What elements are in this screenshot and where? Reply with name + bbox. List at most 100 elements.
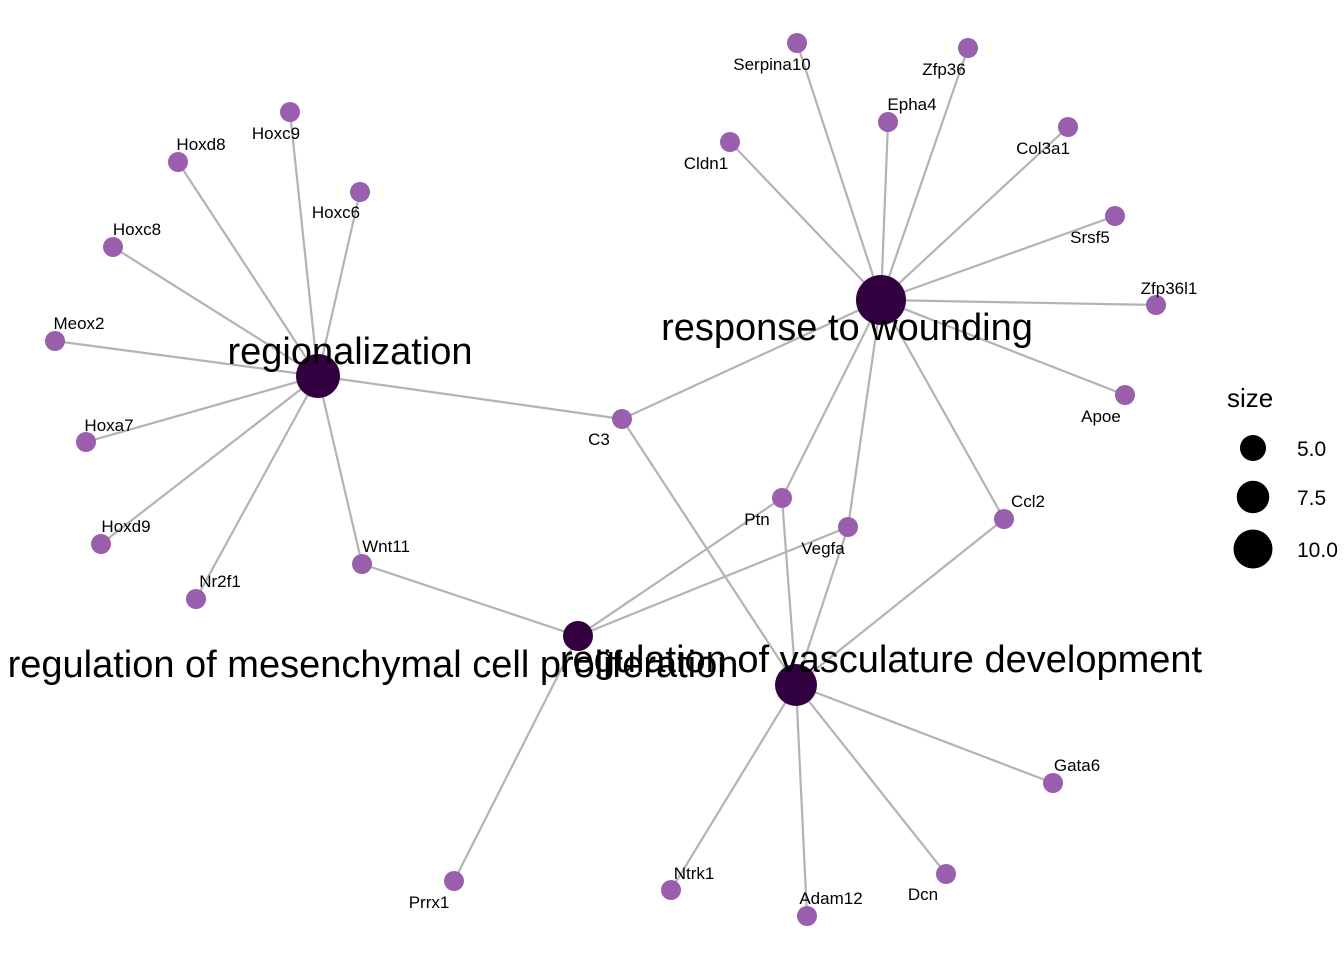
gene-node-hoxd8: [168, 152, 188, 172]
edge-region-hoxc8: [112, 246, 319, 377]
edge-wound-apoe: [880, 298, 1126, 397]
gene-node-serpina10: [787, 33, 807, 53]
edge-mesen-wnt11: [361, 562, 579, 638]
gene-label-ntrk1: Ntrk1: [674, 864, 715, 883]
gene-label-hoxc8: Hoxc8: [113, 220, 161, 239]
gene-node-apoe: [1115, 385, 1135, 405]
edge-wound-zfp36l1: [880, 298, 1157, 307]
size-legend: size 5.0 7.5 10.0: [1227, 383, 1338, 569]
legend-label-10-0: 10.0: [1297, 539, 1338, 562]
gene-label-ptn: Ptn: [744, 510, 770, 529]
gene-node-srsf5: [1105, 206, 1125, 226]
legend-label-5-0: 5.0: [1297, 438, 1326, 461]
gene-label-dcn: Dcn: [908, 885, 938, 904]
gene-label-meox2: Meox2: [53, 314, 104, 333]
gene-label-cldn1: Cldn1: [684, 154, 728, 173]
gene-label-hoxc6: Hoxc6: [312, 203, 360, 222]
gene-label-zfp36l1: Zfp36l1: [1141, 279, 1198, 298]
term-label-mesen: regulation of mesenchymal cell prolifera…: [8, 644, 739, 686]
legend-title: size: [1227, 383, 1273, 413]
gene-node-zfp36l1: [1146, 295, 1166, 315]
edge-region-hoxd8: [177, 161, 319, 377]
edge-wound-cldn1: [729, 141, 882, 301]
gene-label-gata6: Gata6: [1054, 756, 1100, 775]
gene-label-serpina10: Serpina10: [733, 55, 811, 74]
gene-label-prrx1: Prrx1: [409, 893, 450, 912]
edge-mesen-ptn: [577, 497, 783, 637]
edge-vasc-vegfa: [794, 526, 850, 686]
edge-wound-vegfa: [846, 299, 883, 528]
edge-region-hoxd9: [100, 375, 319, 545]
edge-vasc-ccl2: [795, 518, 1005, 686]
gene-label-hoxc9: Hoxc9: [252, 124, 300, 143]
legend-dot-7-5: [1236, 480, 1270, 514]
gene-node-prrx1: [444, 871, 464, 891]
gene-node-gata6: [1043, 773, 1063, 793]
gene-label-apoe: Apoe: [1081, 407, 1121, 426]
gene-label-srsf5: Srsf5: [1070, 228, 1110, 247]
edge-vasc-adam12: [794, 684, 809, 917]
gene-node-wnt11: [352, 554, 372, 574]
gene-label-nr2f1: Nr2f1: [199, 572, 241, 591]
legend-dot-10-0: [1233, 529, 1273, 569]
legend-dot-5-0: [1240, 435, 1266, 461]
gene-node-nr2f1: [186, 589, 206, 609]
gene-node-ptn: [772, 488, 792, 508]
edge-region-nr2f1: [195, 375, 319, 600]
gene-node-hoxd9: [91, 534, 111, 554]
edge-vasc-dcn: [795, 684, 947, 875]
edge-region-hoxc6: [316, 191, 362, 377]
edge-region-c3: [317, 374, 623, 421]
node-layer: [45, 33, 1166, 926]
gene-node-ccl2: [994, 509, 1014, 529]
gene-node-zfp36: [958, 38, 978, 58]
edge-wound-c3: [621, 299, 882, 420]
edge-mesen-prrx1: [453, 635, 579, 882]
gene-node-epha4: [878, 112, 898, 132]
edge-wound-srsf5: [880, 214, 1116, 302]
term-node-mesen: [563, 621, 593, 651]
edge-vasc-c3: [621, 418, 797, 686]
term-label-region: regionalization: [227, 331, 472, 373]
gene-label-c3: C3: [588, 430, 610, 449]
edge-wound-col3a1: [880, 126, 1069, 301]
gene-node-hoxc6: [350, 182, 370, 202]
edge-vasc-gata6: [795, 683, 1054, 785]
gene-node-hoxc9: [280, 102, 300, 122]
edge-wound-ptn: [781, 299, 882, 499]
gene-label-hoxa7: Hoxa7: [84, 416, 133, 435]
term-label-wound: response to wounding: [661, 307, 1033, 349]
gene-node-adam12: [797, 906, 817, 926]
edge-region-hoxc9: [288, 111, 320, 377]
legend-label-7-5: 7.5: [1297, 487, 1326, 510]
edge-vasc-ntrk1: [670, 684, 797, 891]
gene-label-hoxd9: Hoxd9: [101, 517, 150, 536]
gene-node-ntrk1: [661, 880, 681, 900]
edge-wound-ccl2: [880, 299, 1005, 520]
gene-node-dcn: [936, 864, 956, 884]
edge-wound-zfp36: [879, 47, 970, 301]
term-label-vasc: regulation of vasculature development: [560, 639, 1203, 681]
gene-label-hoxd8: Hoxd8: [176, 135, 225, 154]
edge-layer: [54, 42, 1157, 917]
term-node-region: [296, 354, 340, 398]
edge-region-hoxa7: [85, 374, 319, 444]
gene-label-ccl2: Ccl2: [1011, 492, 1045, 511]
term-node-wound: [856, 275, 906, 325]
gene-node-vegfa: [838, 517, 858, 537]
edge-mesen-vegfa: [577, 525, 849, 638]
edge-wound-epha4: [879, 121, 890, 301]
gene-node-c3: [612, 409, 632, 429]
label-layer: Hoxd8 Hoxc9 Hoxc6 Hoxc8 Meox2 Hoxa7 Hoxd9 Nr2f1…: [8, 55, 1203, 912]
gene-node-cldn1: [720, 132, 740, 152]
edge-region-wnt11: [316, 375, 364, 565]
term-node-vasc: [775, 664, 817, 706]
gene-node-meox2: [45, 331, 65, 351]
gene-node-col3a1: [1058, 117, 1078, 137]
edge-vasc-ptn: [780, 497, 798, 686]
gene-label-adam12: Adam12: [799, 889, 862, 908]
gene-label-wnt11: Wnt11: [362, 537, 410, 556]
gene-label-epha4: Epha4: [887, 95, 936, 114]
gene-node-hoxa7: [76, 432, 96, 452]
